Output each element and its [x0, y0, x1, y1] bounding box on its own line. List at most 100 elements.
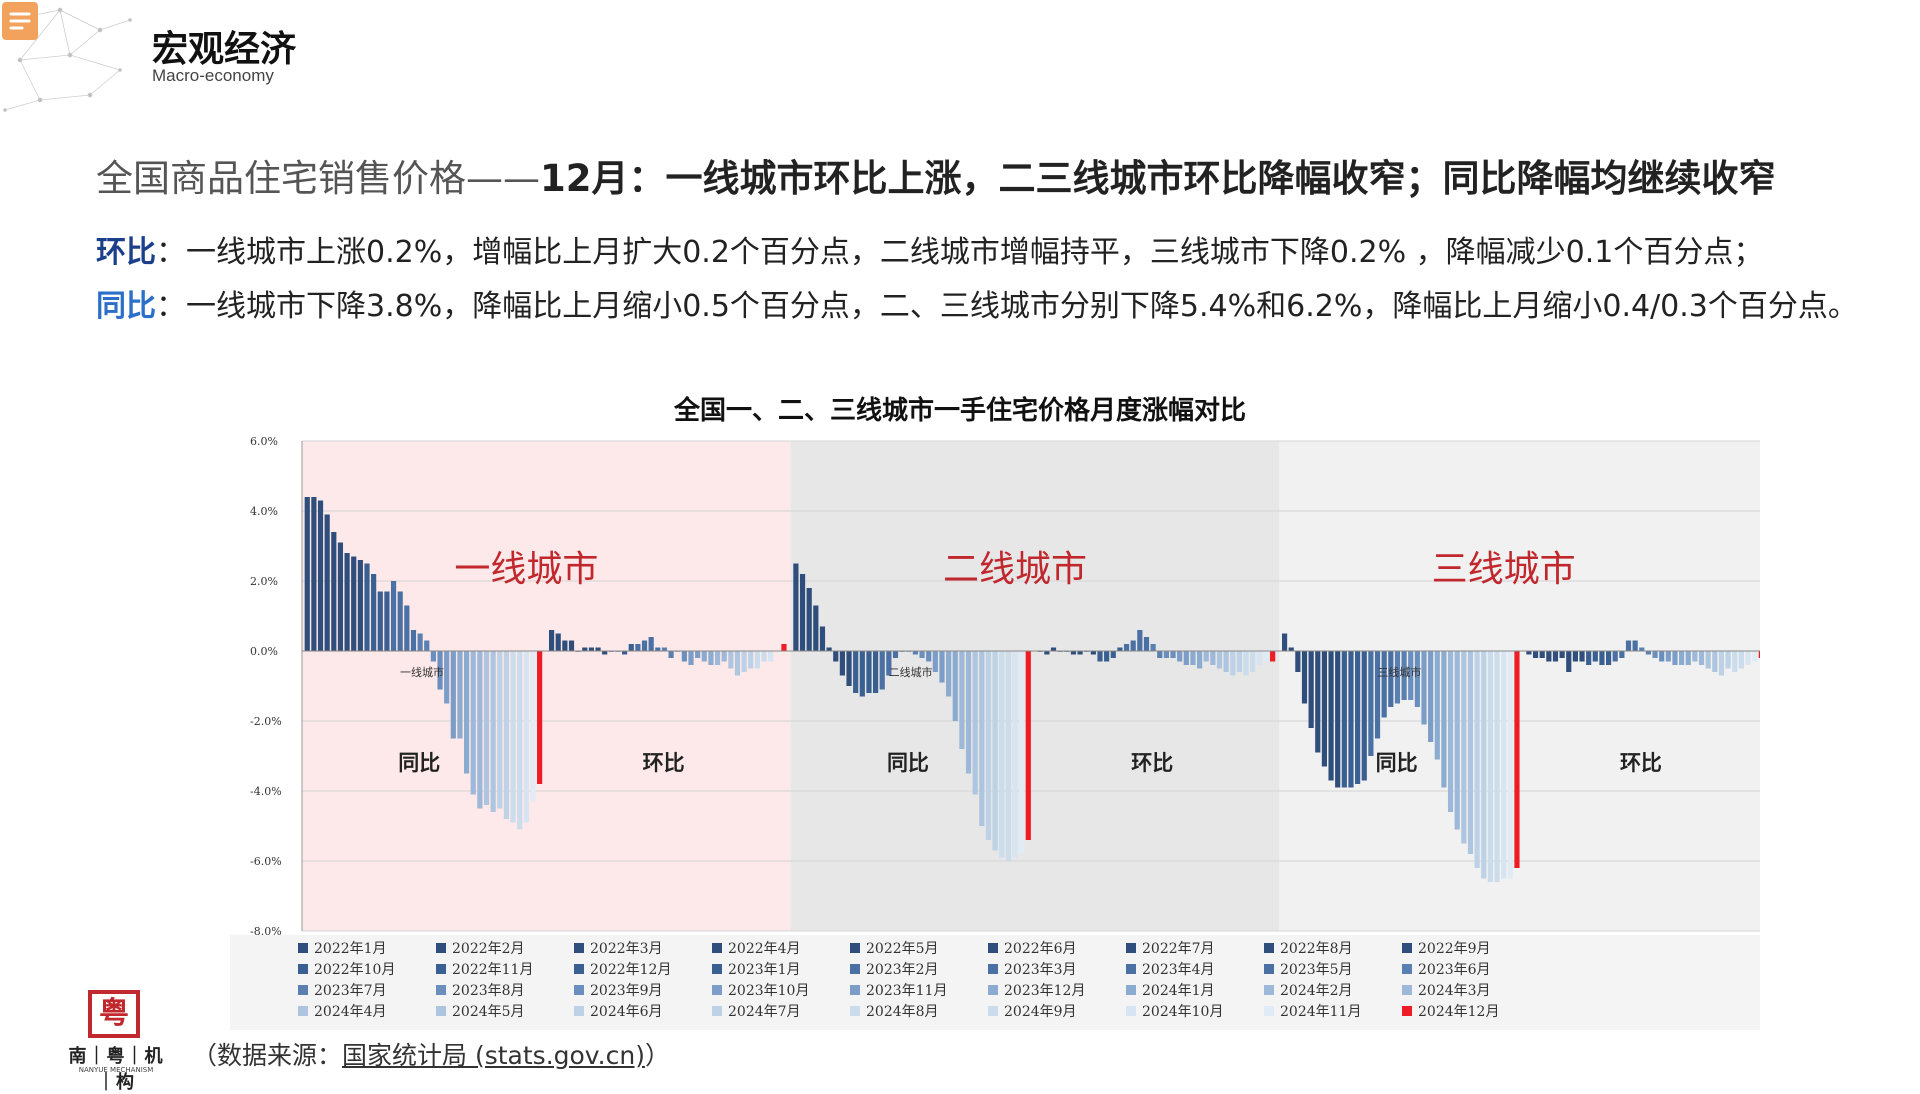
- bar: [384, 591, 390, 651]
- source-link[interactable]: 国家统计局 (stats.gov.cn): [342, 1041, 645, 1070]
- legend-swatch: [850, 943, 860, 953]
- bar: [483, 651, 490, 805]
- bar: [457, 651, 463, 739]
- legend-swatch: [1402, 1006, 1412, 1016]
- bar: [661, 647, 668, 651]
- bar: [1019, 651, 1025, 854]
- bar: [728, 651, 734, 669]
- bar: [846, 651, 852, 686]
- bar: [1408, 651, 1414, 700]
- bar: [562, 640, 568, 651]
- bar: [1077, 651, 1083, 655]
- bar: [602, 651, 608, 655]
- bar: [721, 651, 727, 662]
- legend-label: 2024年1月: [1142, 983, 1215, 999]
- y-tick-label: 0.0%: [250, 645, 278, 658]
- mom-text: ：一线城市上涨0.2%，增幅比上月扩大0.2个百分点，二线城市增幅持平，三线城市…: [156, 235, 1764, 270]
- headline-prefix: 全国商品住宅销售价格——: [96, 157, 540, 200]
- bar: [1461, 651, 1467, 844]
- bar: [1250, 651, 1256, 672]
- bar: [826, 647, 832, 651]
- logo-mark-icon: 粤: [88, 990, 140, 1038]
- legend-label: 2023年6月: [1418, 962, 1491, 978]
- bar: [344, 553, 350, 651]
- group-label: 同比: [1376, 751, 1418, 775]
- legend-swatch: [1126, 964, 1136, 974]
- bar: [892, 651, 899, 658]
- bar: [1672, 651, 1678, 665]
- group-label: 同比: [398, 751, 440, 775]
- legend-swatch: [850, 1006, 860, 1016]
- panel-axis-label: 一线城市: [400, 665, 444, 679]
- bar: [1566, 651, 1572, 672]
- legend-swatch: [988, 964, 998, 974]
- bar: [1732, 651, 1738, 672]
- bar: [477, 651, 483, 809]
- document-icon: [2, 2, 38, 40]
- bar: [1632, 640, 1638, 651]
- legend-swatch: [988, 985, 998, 995]
- legend-swatch: [436, 943, 446, 953]
- y-tick-label: -6.0%: [250, 855, 282, 868]
- bar: [1236, 651, 1243, 672]
- bar: [1454, 651, 1460, 830]
- legend-swatch: [1264, 985, 1274, 995]
- bar: [681, 651, 687, 662]
- bar: [866, 651, 872, 693]
- legend-swatch: [574, 985, 584, 995]
- bar: [1150, 644, 1156, 651]
- legend-swatch: [298, 964, 308, 974]
- bar: [1605, 651, 1612, 665]
- bar: [437, 651, 443, 690]
- legend-label: 2023年3月: [1004, 962, 1077, 978]
- bar: [1050, 647, 1057, 651]
- legend-swatch: [1264, 943, 1274, 953]
- headline-bold: 12月：一线城市环比上涨，二三线城市环比降幅收窄；同比降幅均继续收窄: [540, 157, 1776, 200]
- legend-label: 2024年2月: [1280, 983, 1353, 999]
- bar: [622, 651, 628, 655]
- bar: [972, 651, 978, 795]
- bar: [1712, 651, 1718, 672]
- bar: [1163, 651, 1169, 658]
- bar: [1355, 651, 1361, 784]
- bar: [1698, 651, 1705, 665]
- legend-label: 2022年8月: [1280, 941, 1353, 957]
- bar: [304, 497, 310, 651]
- bar: [1177, 651, 1183, 662]
- legend-swatch: [1402, 943, 1412, 953]
- bar: [1110, 651, 1116, 658]
- bar: [357, 560, 363, 651]
- bar: [1447, 651, 1454, 812]
- bar: [1514, 651, 1520, 868]
- legend-label: 2023年10月: [728, 983, 809, 999]
- bar: [959, 651, 965, 749]
- bar: [1434, 651, 1440, 760]
- legend-label: 2024年8月: [866, 1004, 939, 1020]
- bar: [588, 647, 595, 651]
- bar: [926, 651, 932, 662]
- legend-label: 2022年5月: [866, 941, 939, 957]
- legend-label: 2024年6月: [590, 1004, 663, 1020]
- bar: [1170, 651, 1176, 658]
- bar: [1665, 651, 1671, 662]
- bar: [1230, 651, 1236, 676]
- bar: [1539, 651, 1545, 658]
- panel-label: 三线城市: [1432, 549, 1576, 590]
- bar: [1308, 651, 1314, 728]
- legend-swatch: [1126, 1006, 1136, 1016]
- panel-background: [790, 441, 1280, 931]
- bar: [946, 651, 952, 697]
- logo: 粤 南｜粤｜机｜构 NANYUE MECHANISM: [66, 990, 166, 1093]
- bar: [1143, 637, 1150, 651]
- bar: [741, 651, 747, 672]
- bar: [754, 651, 760, 669]
- group-label: 环比: [643, 751, 685, 775]
- legend-label: 2023年9月: [590, 983, 663, 999]
- legend-swatch: [298, 943, 308, 953]
- bar: [1243, 651, 1249, 676]
- legend-swatch: [1264, 1006, 1274, 1016]
- mom-key: 环比: [96, 235, 156, 270]
- bar: [853, 651, 859, 693]
- bar: [1612, 651, 1618, 662]
- bar: [748, 651, 754, 669]
